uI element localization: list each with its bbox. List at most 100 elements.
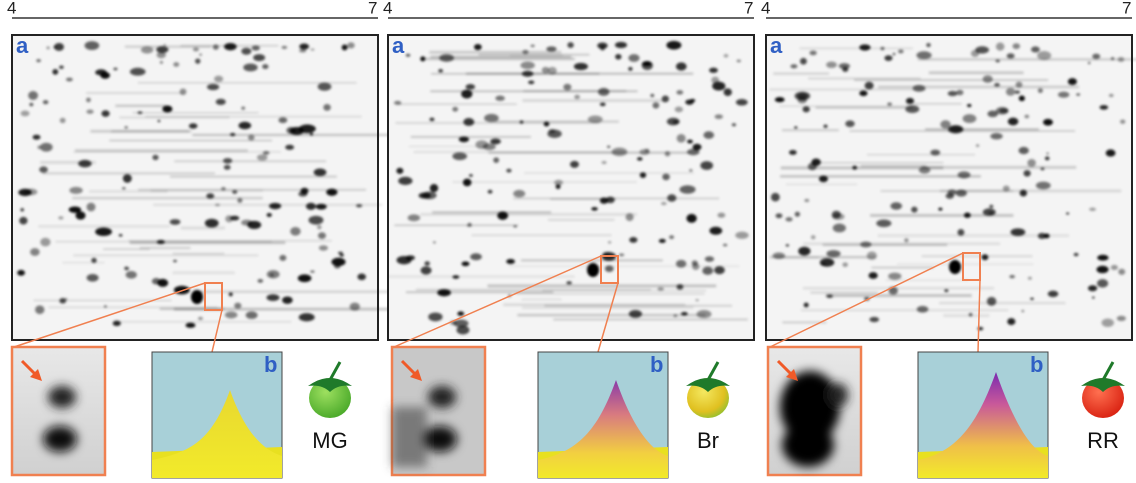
gel-spot	[396, 167, 404, 174]
gel-spot	[772, 252, 786, 259]
gel-spot	[24, 188, 38, 196]
gel-streak	[553, 318, 748, 321]
gel-spot	[1030, 46, 1040, 53]
gel-spot	[229, 132, 236, 137]
gel-spot	[347, 42, 355, 49]
gel-spot	[493, 157, 500, 163]
gel-spot	[40, 237, 51, 247]
gel-spot	[237, 198, 243, 203]
tomato-stem	[328, 361, 342, 381]
gel-spot	[86, 109, 94, 114]
gel-spot	[673, 314, 678, 318]
gel-spot	[1002, 185, 1010, 192]
gel-streak	[921, 255, 1033, 258]
gel-spot	[1099, 105, 1109, 110]
zoom-spot	[48, 386, 76, 408]
gel-streak	[395, 121, 600, 124]
gel-spot	[675, 62, 687, 71]
gel-spot	[639, 172, 647, 178]
gel-spot	[506, 168, 512, 173]
gel-spot	[456, 325, 470, 335]
gel-spot	[30, 248, 40, 256]
gel-spot	[644, 148, 650, 153]
gel-spot	[140, 46, 154, 54]
gel-spot	[601, 160, 607, 165]
gel-streak	[877, 234, 1070, 237]
gel-spot	[676, 284, 684, 290]
gel-streak	[153, 203, 383, 206]
gel-spot	[968, 312, 973, 317]
zoom-spot	[780, 371, 840, 443]
gel-streak	[867, 153, 975, 156]
gel-spot	[628, 67, 633, 71]
gel-spot	[789, 149, 797, 155]
gel-streak	[885, 279, 968, 281]
gel-spot	[299, 48, 307, 53]
zoom-line	[393, 255, 602, 348]
tomato	[309, 378, 351, 418]
gel-spot	[339, 253, 344, 257]
gel-spot	[990, 133, 1003, 140]
gel-spot	[405, 255, 415, 261]
tomato	[1082, 378, 1124, 418]
gel-spot	[522, 49, 529, 55]
gel-spot	[548, 128, 556, 134]
gel-spot	[234, 302, 242, 309]
gel-spot	[269, 202, 282, 210]
gel-streak	[415, 288, 652, 291]
gel-spot	[723, 54, 729, 58]
gel-spot	[1005, 87, 1016, 96]
gel-spot	[629, 237, 638, 243]
gel-spot	[938, 207, 943, 211]
gel-spot	[543, 121, 550, 127]
gel-streak	[808, 77, 921, 80]
gel-spot	[86, 97, 91, 103]
gel-streak	[115, 104, 166, 108]
gel-spot	[587, 115, 603, 124]
gel-spot	[118, 233, 123, 237]
peak-label: b	[1030, 352, 1043, 377]
gel-spot	[20, 110, 30, 117]
gel-frame	[765, 34, 1133, 341]
gel-spot	[433, 241, 436, 244]
gel-streak	[394, 224, 519, 226]
gel-spot	[660, 202, 667, 206]
gel-spot	[712, 81, 726, 91]
gel-streak	[139, 246, 191, 250]
gel-streak	[398, 103, 517, 105]
gel-spot	[1116, 315, 1126, 322]
gel-spot	[65, 77, 73, 82]
gel-spot	[1043, 233, 1050, 239]
gel-spot	[223, 157, 233, 164]
gel-spot	[887, 102, 892, 106]
gel-spot	[731, 123, 737, 127]
gel-spot	[1057, 91, 1070, 98]
zoom-line	[977, 279, 981, 353]
gel-spot	[689, 98, 696, 103]
gel-spot	[880, 46, 885, 51]
gel-spot	[188, 123, 198, 129]
gel-streak	[781, 129, 839, 132]
gel-streak	[547, 218, 615, 221]
gel-spot	[1076, 93, 1081, 96]
gel-spot	[313, 168, 327, 177]
tomato-stem	[706, 361, 720, 381]
gel-spot	[1092, 296, 1095, 299]
gel-spot	[722, 243, 728, 247]
gel-streak	[388, 275, 575, 278]
gel-spot	[470, 253, 482, 261]
gel-spot	[1015, 81, 1023, 88]
gel-spot	[1027, 158, 1036, 167]
gel-spot	[1037, 51, 1052, 60]
gel-spot	[818, 175, 829, 183]
gel-streak	[40, 160, 96, 164]
gel-spot	[674, 106, 684, 113]
gel-spot	[962, 114, 977, 124]
gel-streak	[129, 241, 286, 245]
gel-spot	[475, 140, 489, 149]
gel-streak	[103, 248, 150, 250]
gel-spot	[1018, 146, 1029, 155]
gel-spot	[251, 45, 260, 51]
gel-spot	[687, 139, 693, 144]
highlight-box	[600, 255, 619, 284]
